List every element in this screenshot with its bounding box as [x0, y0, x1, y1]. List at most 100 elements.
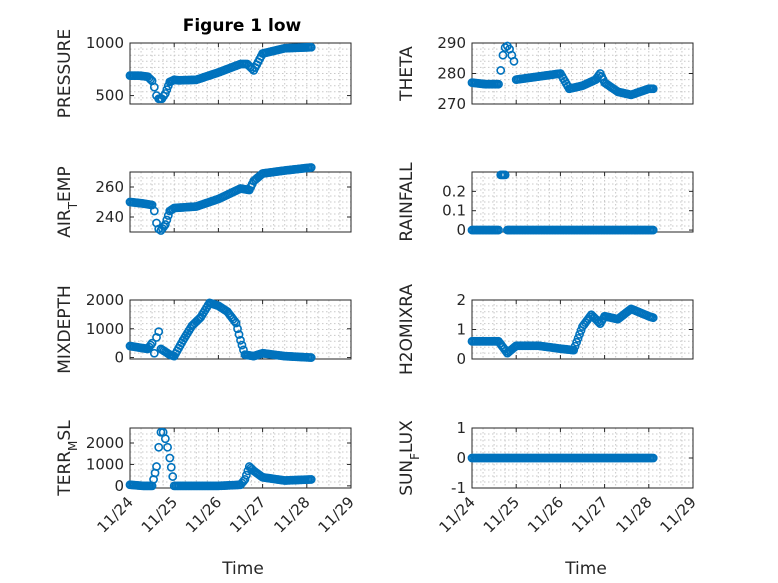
- panel-terr_msl: 0 1000 2000 11/24 11/25 11/26 11/27 11/28 11/29 T…: [55, 420, 358, 537]
- data-point: [233, 324, 242, 334]
- data-point: [146, 75, 156, 84]
- y-axis-label-part: H2OMIXRA: [397, 284, 417, 375]
- y-axis-label: H2OMIXRA: [397, 284, 417, 375]
- data-point: [231, 318, 241, 328]
- x-tick-label: 11/29: [657, 493, 700, 536]
- data-point: [165, 453, 175, 463]
- y-tick-label: 240: [95, 208, 124, 226]
- axes-box: [129, 299, 352, 360]
- y-tick-label: 290: [437, 34, 466, 52]
- panel-rainfall: 00.1 0.2 RAINFALL: [397, 162, 694, 242]
- y-tick-label: 0.2: [442, 182, 466, 200]
- data-point: [648, 84, 658, 94]
- y-axis-label-part: T: [66, 201, 80, 210]
- y-axis-label-part: F: [408, 453, 422, 460]
- data-point: [306, 42, 316, 52]
- data-point: [648, 225, 658, 235]
- panel-mixdepth: 0 1000 2000 MIXDEPTH: [55, 285, 352, 374]
- data-point: [147, 338, 157, 348]
- data-point: [494, 79, 503, 89]
- y-axis-label: MIXDEPTH: [55, 285, 75, 374]
- x-tick-label: 11/24: [436, 493, 479, 536]
- y-tick-label: 1: [456, 321, 466, 339]
- x-tick-label: 11/25: [480, 493, 523, 536]
- panel-sun_flux: -1 0 1 11/24 11/25 11/26 11/27 11/28 11/29 SUNFLU…: [397, 419, 700, 536]
- x-tick-label: 11/25: [138, 493, 181, 536]
- data-point: [160, 220, 170, 229]
- panel-h2omixra: 0 1 2 H2OMIXRA: [397, 284, 694, 375]
- panel-air_temp: 240 260 AIRTEMP: [55, 163, 352, 238]
- data-point: [500, 170, 510, 180]
- y-axis-label-part: SL: [55, 420, 75, 441]
- y-tick-label: 2: [456, 291, 466, 309]
- data-point: [160, 89, 170, 98]
- y-tick-label: -1: [451, 479, 466, 497]
- panel-theta: 270 280 290 THETA: [397, 34, 694, 113]
- data-point: [146, 340, 156, 350]
- x-tick-label: 11/24: [94, 493, 137, 536]
- data-point: [509, 56, 519, 66]
- y-tick-label: 2000: [86, 434, 124, 452]
- data-point: [237, 340, 247, 350]
- data-point: [570, 341, 580, 351]
- x-tick-label: 11/26: [182, 493, 225, 536]
- y-axis-label-part: M: [66, 441, 80, 451]
- data-point: [573, 333, 583, 343]
- y-tick-label: 1000: [86, 34, 124, 52]
- y-tick-label: 0: [114, 477, 124, 495]
- data-point: [306, 163, 316, 172]
- y-tick-label: 0: [456, 449, 466, 467]
- data-point: [149, 348, 159, 358]
- data-point: [234, 330, 244, 339]
- x-tick-label: 11/29: [315, 493, 358, 536]
- data-point: [160, 434, 170, 444]
- x-tick-label: 11/28: [270, 493, 313, 536]
- data-point: [648, 453, 658, 463]
- data-point: [494, 225, 503, 235]
- y-axis-label-part: THETA: [397, 46, 417, 102]
- data-point: [648, 313, 658, 323]
- data-point: [240, 475, 250, 484]
- y-axis-label-part: PRESSURE: [55, 29, 75, 118]
- y-tick-label: 2000: [86, 291, 124, 309]
- y-axis-label-part: RAINFALL: [397, 162, 417, 242]
- y-tick-label: 0: [456, 350, 466, 368]
- data-point: [575, 330, 584, 339]
- data-point: [166, 462, 176, 472]
- data-point: [306, 475, 316, 484]
- data-point: [230, 316, 240, 326]
- data-point: [154, 327, 164, 337]
- data-point: [496, 66, 506, 75]
- y-tick-label: 0.1: [442, 202, 466, 220]
- y-axis-label: RAINFALL: [397, 162, 417, 242]
- data-point: [236, 335, 245, 345]
- y-axis-label: TERRMSL: [55, 420, 80, 497]
- data-point: [152, 462, 161, 471]
- data-point: [572, 337, 582, 347]
- y-axis-label: PRESSURE: [55, 29, 75, 118]
- x-tick-label: 11/28: [612, 493, 655, 536]
- data-point: [154, 442, 164, 452]
- y-axis-label-part: MIXDEPTH: [55, 285, 75, 374]
- data-point: [498, 50, 508, 60]
- x-axis-label-left: Time: [221, 559, 264, 579]
- data-point: [306, 353, 316, 362]
- data-point: [162, 215, 172, 225]
- y-axis-label: THETA: [397, 46, 417, 102]
- y-tick-label: 1000: [86, 320, 124, 338]
- data-point: [162, 85, 172, 95]
- x-tick-label: 11/27: [568, 493, 611, 536]
- data-point: [149, 82, 159, 92]
- y-axis-label-part: AIR: [55, 209, 75, 238]
- x-tick-label: 11/26: [524, 493, 567, 536]
- x-axis-label-right: Time: [564, 559, 607, 579]
- y-tick-label: 0: [114, 349, 124, 367]
- data-point: [168, 472, 178, 481]
- y-axis-label-part: SUN: [397, 460, 417, 496]
- y-tick-label: 280: [437, 65, 466, 83]
- data-point: [149, 206, 159, 216]
- x-tick-label: 11/27: [226, 493, 269, 536]
- y-tick-label: 0: [456, 221, 466, 239]
- y-axis-label: AIRTEMP: [55, 166, 80, 237]
- y-tick-label: 1000: [86, 455, 124, 473]
